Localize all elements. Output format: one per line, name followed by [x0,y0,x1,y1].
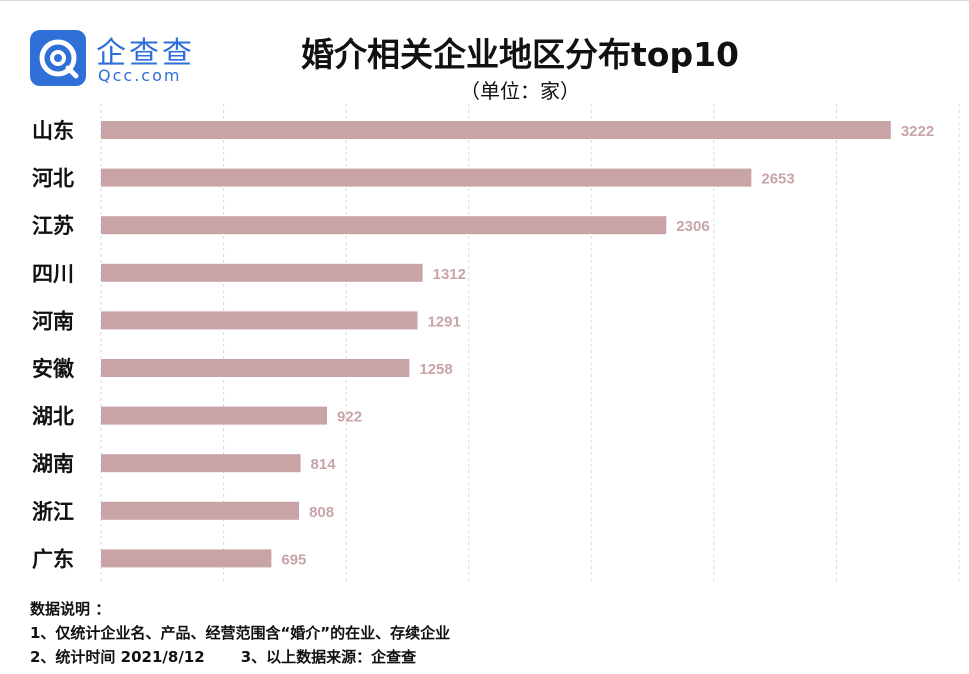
category-label: 广东 [32,547,74,571]
value-label: 3222 [901,123,934,140]
bar [101,501,300,520]
notes-line-1: 1、仅统计企业名、产品、经营范围含“婚介”的在业、存续企业 [30,624,451,642]
value-label: 1312 [433,266,466,283]
notes-line-2b: 3、以上数据来源：企查查 [240,648,417,666]
brand-name-cn: 企查查 [96,36,195,71]
qcc-logo-icon [30,30,86,86]
category-label: 山东 [32,119,74,143]
bar [101,311,418,330]
value-label: 922 [337,409,362,426]
category-label: 河北 [32,167,74,191]
category-label: 河南 [32,309,74,333]
notes-heading: 数据说明 ： [30,600,111,618]
value-label: 1291 [427,313,460,330]
value-label: 695 [281,551,306,568]
value-label: 1258 [419,361,452,378]
data-notes: 数据说明 ： 1、仅统计企业名、产品、经营范围含“婚介”的在业、存续企业 2、统… [30,597,450,669]
bar [101,121,891,139]
chart-subtitle: （单位：家） [460,79,580,103]
category-label: 安徽 [32,357,75,381]
value-label: 2306 [676,218,709,235]
value-label: 2653 [761,171,794,188]
category-label: 江苏 [32,214,74,238]
bar [101,406,328,425]
bar [101,263,423,282]
bar [101,168,752,187]
bar [101,549,272,568]
bar [101,216,667,235]
value-label: 814 [311,456,337,473]
category-label: 湖南 [32,452,74,476]
category-label: 四川 [32,262,74,286]
chart-title: 婚介相关企业地区分布top10 [301,35,739,74]
bar [101,454,301,473]
notes-line-2: 2、统计时间 2021/8/12 3、以上数据来源：企查查 [30,645,450,669]
bar [101,359,410,377]
notes-line-2a: 2、统计时间 2021/8/12 [30,648,205,666]
category-label: 浙江 [32,500,74,524]
value-label: 808 [309,504,334,521]
brand-name-en: Qcc.com [98,66,182,85]
top-divider [0,0,969,1]
category-label: 湖北 [32,405,74,429]
